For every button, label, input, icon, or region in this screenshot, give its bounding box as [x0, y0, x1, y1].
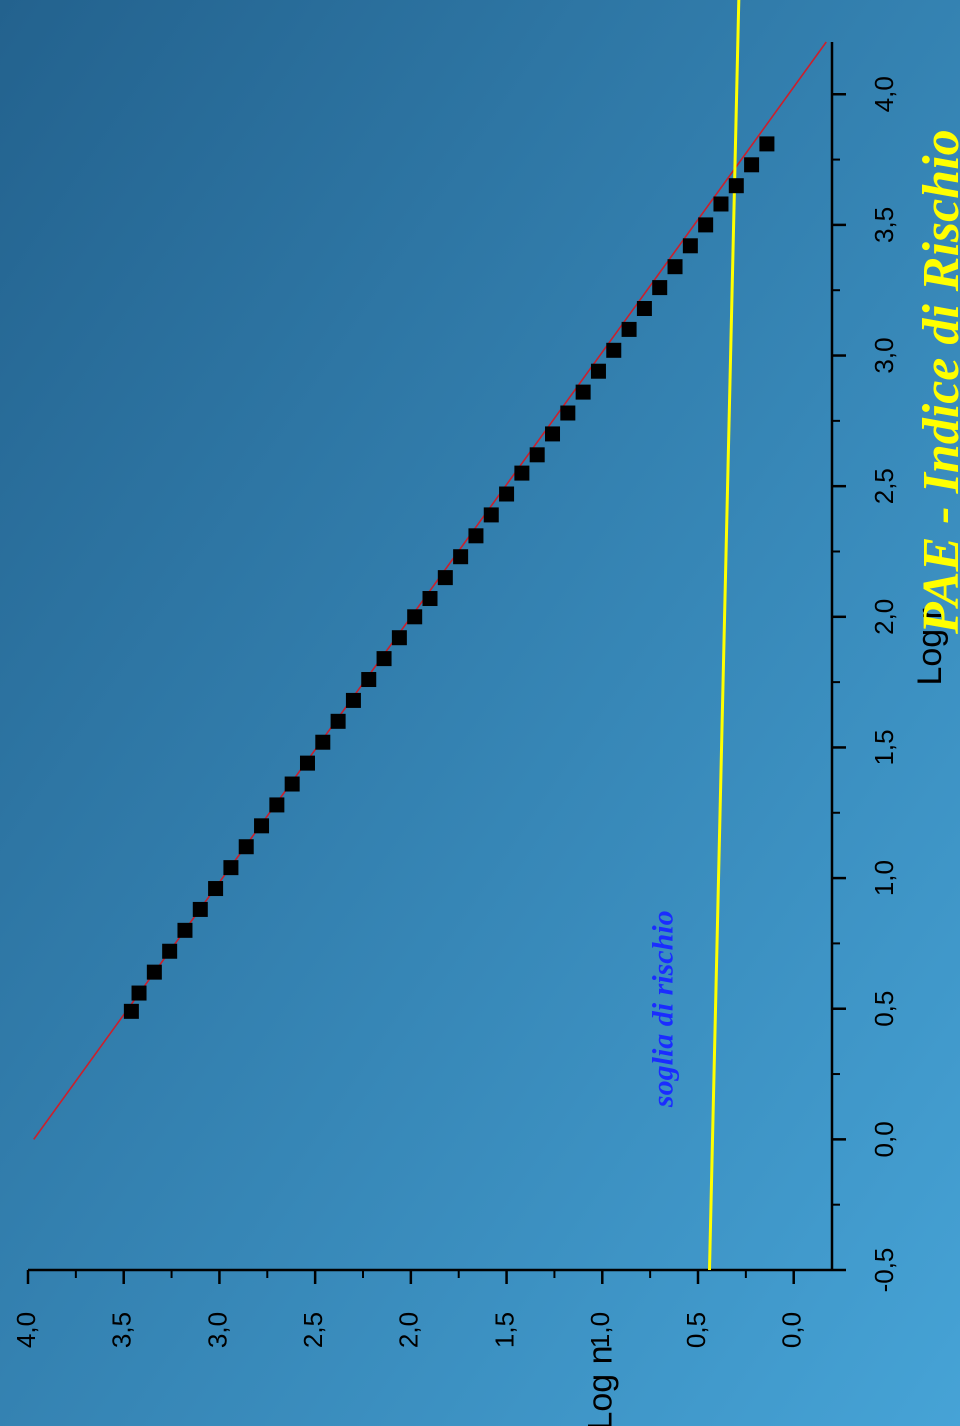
threshold-annotation: soglia di rischio: [647, 910, 680, 1108]
data-point: [146, 964, 162, 980]
x-tick-label: 3,0: [869, 337, 899, 373]
data-point: [238, 839, 254, 855]
data-point: [162, 943, 178, 959]
data-point: [422, 591, 438, 607]
chart-title: PAE - Indice di Rischio: [913, 129, 960, 635]
risk-threshold-line: [707, 0, 741, 1271]
y-tick-label: 3,0: [202, 1312, 232, 1348]
y-tick-label: 0,5: [681, 1312, 711, 1348]
y-axis-title: Log n: [581, 1345, 619, 1426]
data-point: [361, 672, 377, 688]
data-point: [529, 447, 545, 463]
x-tick-label: 2,5: [869, 468, 899, 504]
data-point: [728, 178, 744, 194]
data-point: [376, 651, 392, 667]
data-point: [437, 570, 453, 586]
data-point: [744, 157, 760, 173]
data-point: [468, 528, 484, 544]
data-point: [759, 136, 775, 152]
x-tick-label: 0,5: [869, 991, 899, 1027]
chart-text: -0,5 0,0 0,5 1,0 1,5 2,0 2,5 3,0 3,5 4,0 4,0 3,5 3,0…: [11, 76, 960, 1426]
data-point: [545, 426, 561, 442]
data-point: [636, 301, 652, 317]
x-tick-label: 0,0: [869, 1121, 899, 1157]
data-point: [667, 259, 683, 275]
data-point: [514, 465, 530, 481]
data-point: [682, 238, 698, 254]
data-points: [123, 136, 775, 1019]
data-point: [499, 486, 515, 502]
data-point: [391, 630, 407, 646]
data-point: [575, 384, 591, 400]
x-tick-label: 1,0: [869, 860, 899, 896]
y-tick-label: 1,0: [585, 1312, 615, 1348]
data-point: [254, 818, 270, 834]
y-tick-label: 2,5: [298, 1312, 328, 1348]
data-point: [345, 692, 361, 708]
data-point: [299, 755, 315, 771]
y-tick-label: 3,5: [107, 1312, 137, 1348]
data-point: [269, 797, 285, 813]
y-tick-label: 1,5: [489, 1312, 519, 1348]
data-point: [192, 901, 208, 917]
data-point: [123, 1003, 139, 1019]
data-point: [652, 280, 668, 296]
data-point: [131, 985, 147, 1001]
data-point: [698, 217, 714, 233]
data-point: [330, 713, 346, 729]
data-point: [606, 342, 622, 358]
y-tick-label: 2,0: [394, 1312, 424, 1348]
data-point: [453, 549, 469, 565]
data-point: [713, 196, 729, 212]
x-tick-label: 3,5: [869, 207, 899, 243]
data-point: [407, 609, 423, 625]
data-point: [223, 860, 239, 876]
x-tick-label: 1,5: [869, 729, 899, 765]
data-point: [208, 881, 224, 897]
x-tick-label: 2,0: [869, 599, 899, 635]
data-point: [315, 734, 331, 750]
x-axis-title: Log r: [911, 608, 949, 686]
data-point: [560, 405, 576, 421]
data-point: [590, 363, 606, 379]
x-tick-label: 4,0: [869, 76, 899, 112]
axes: [26, 42, 846, 1284]
data-point: [621, 321, 637, 337]
x-tick-label: -0,5: [869, 1248, 899, 1293]
y-tick-label: 0,0: [777, 1312, 807, 1348]
data-point: [177, 922, 193, 938]
y-tick-label: 4,0: [11, 1312, 41, 1348]
data-point: [284, 776, 300, 792]
data-point: [483, 507, 499, 523]
